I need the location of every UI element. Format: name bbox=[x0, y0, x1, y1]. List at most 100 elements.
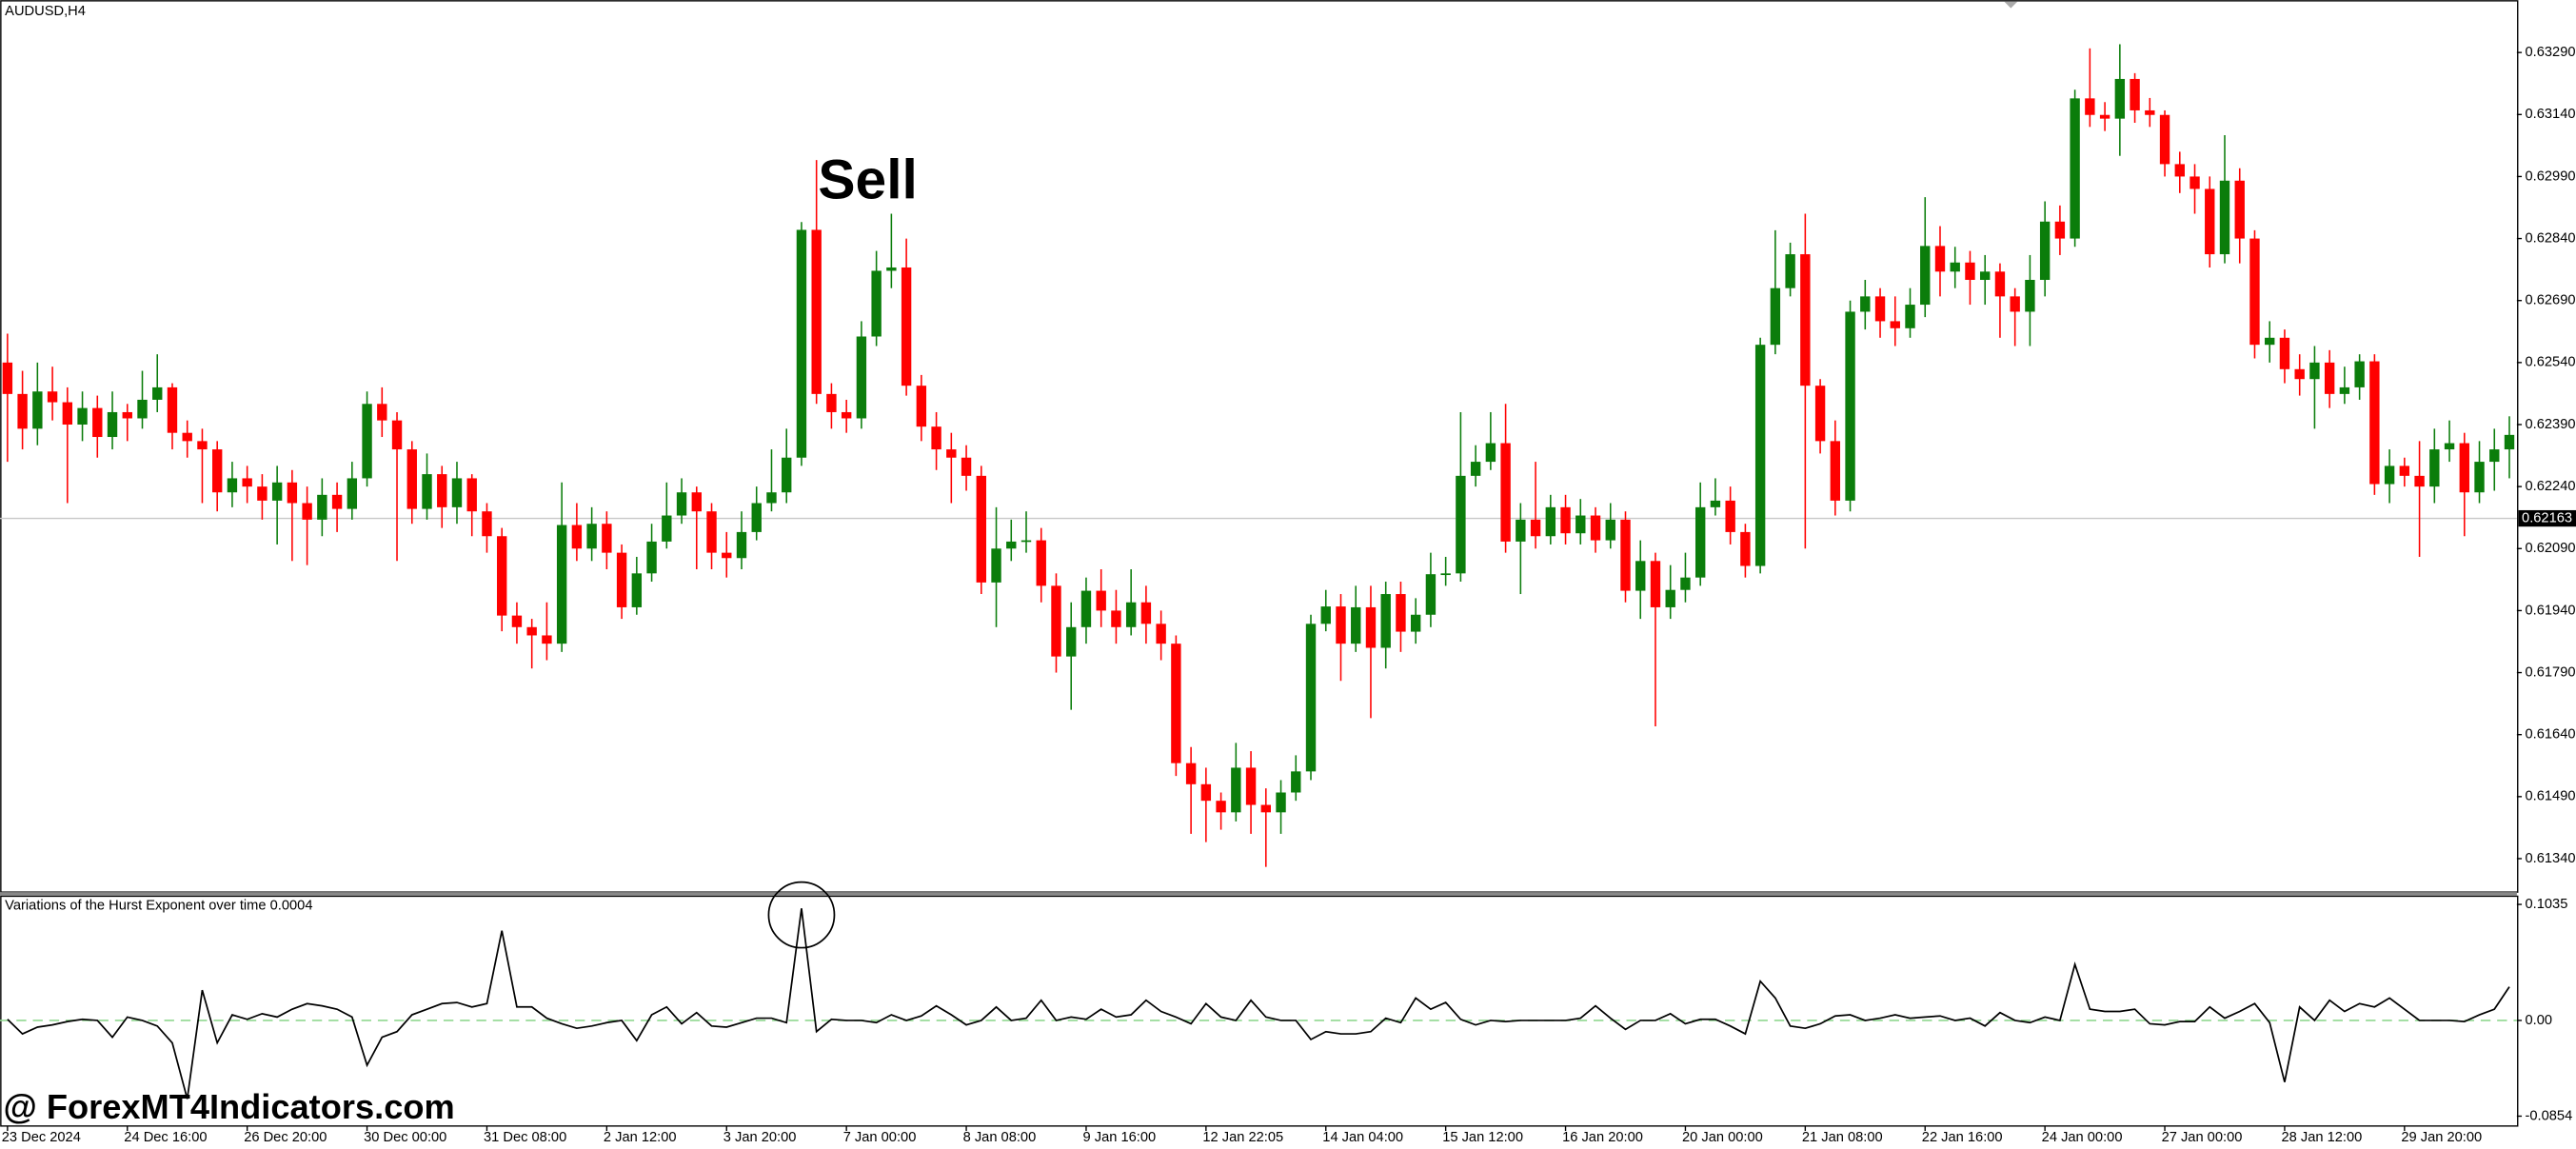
candle-body bbox=[631, 573, 643, 607]
candle-body bbox=[826, 393, 837, 412]
candle-body bbox=[77, 407, 88, 425]
y-tick-label: 0.63290 bbox=[2526, 45, 2576, 60]
candle-body bbox=[1470, 462, 1481, 476]
candle-body bbox=[1125, 602, 1137, 627]
candle-body bbox=[1680, 577, 1691, 590]
y-tick-label: -0.0854 bbox=[2526, 1108, 2573, 1123]
candle-body bbox=[17, 393, 28, 429]
candle-body bbox=[1530, 519, 1541, 537]
candle-body bbox=[497, 536, 507, 616]
candle-body bbox=[362, 404, 372, 479]
candle-body bbox=[391, 420, 403, 450]
candle-body bbox=[1754, 345, 1766, 566]
candle-body bbox=[227, 478, 238, 493]
candle-body bbox=[586, 524, 597, 549]
x-tick-label: 8 Jan 08:00 bbox=[963, 1130, 1037, 1145]
candle-body bbox=[1185, 763, 1197, 784]
candle-body bbox=[377, 404, 387, 421]
candle-body bbox=[1710, 500, 1721, 507]
x-tick-label: 30 Dec 00:00 bbox=[364, 1130, 446, 1145]
candle-body bbox=[1440, 573, 1451, 576]
candle-body bbox=[2099, 114, 2110, 119]
candle-body bbox=[916, 386, 927, 427]
indicator-pane-frame bbox=[0, 895, 2519, 1127]
candle-body bbox=[2190, 176, 2200, 189]
x-tick-label: 21 Jan 08:00 bbox=[1802, 1130, 1883, 1145]
y-tick-label: 0.61640 bbox=[2526, 727, 2576, 743]
shift-marker bbox=[2004, 1, 2018, 9]
candle-body bbox=[1336, 606, 1346, 644]
candle-body bbox=[2339, 386, 2350, 394]
candle-body bbox=[1830, 441, 1841, 501]
candle-body bbox=[782, 457, 792, 493]
watermark: @ ForexMT4Indicators.com bbox=[3, 1087, 454, 1126]
candle-body bbox=[1410, 614, 1421, 632]
candle-body bbox=[1305, 624, 1317, 772]
candle-body bbox=[2489, 449, 2500, 463]
candle-body bbox=[1216, 801, 1226, 813]
y-tick-label: 0.62540 bbox=[2526, 355, 2576, 370]
candle-body bbox=[47, 391, 58, 403]
candle-body bbox=[1036, 540, 1046, 586]
x-tick-label: 9 Jan 16:00 bbox=[1083, 1130, 1157, 1145]
candle-body bbox=[856, 336, 867, 419]
candle-body bbox=[2219, 180, 2230, 255]
candle-body bbox=[1516, 519, 1526, 542]
candle-body bbox=[1020, 540, 1032, 543]
candle-body bbox=[2085, 98, 2095, 115]
sell-annotation: Sell bbox=[818, 149, 917, 211]
y-tick-label: 0.61940 bbox=[2526, 603, 2576, 618]
candle-body bbox=[2025, 280, 2035, 312]
candle-body bbox=[1950, 262, 1960, 272]
candle-body bbox=[976, 475, 986, 583]
candle-body bbox=[1905, 305, 1915, 328]
candle-body bbox=[2474, 462, 2485, 493]
candle-body bbox=[1934, 246, 1946, 272]
candle-body bbox=[2174, 164, 2185, 177]
candle-body bbox=[271, 482, 283, 501]
candle-body bbox=[1635, 561, 1646, 591]
y-tick-label: 0.61340 bbox=[2526, 851, 2576, 866]
candle-body bbox=[1814, 386, 1826, 442]
candle-body bbox=[1066, 626, 1077, 657]
x-tick-label: 12 Jan 22:05 bbox=[1202, 1130, 1283, 1145]
candle-body bbox=[616, 552, 627, 607]
candle-body bbox=[1980, 271, 1991, 281]
candle-body bbox=[482, 511, 492, 537]
candle-body bbox=[1560, 506, 1571, 534]
candle-body bbox=[1590, 515, 1601, 541]
candle-body bbox=[1200, 783, 1212, 802]
candle-body bbox=[2504, 434, 2515, 450]
candle-body bbox=[1725, 500, 1735, 532]
candle-body bbox=[2070, 98, 2080, 239]
candle-body bbox=[2444, 443, 2455, 450]
candle-body bbox=[2054, 221, 2066, 239]
x-tick-label: 16 Jan 20:00 bbox=[1562, 1130, 1643, 1145]
indicator-line bbox=[7, 908, 2510, 1099]
candle-body bbox=[2145, 109, 2155, 115]
candle-body bbox=[1080, 590, 1092, 627]
candle-body bbox=[1260, 804, 1271, 813]
candle-body bbox=[2294, 368, 2305, 380]
candle-body bbox=[2130, 78, 2140, 110]
candle-body bbox=[1890, 321, 1900, 328]
candle-body bbox=[422, 474, 432, 509]
candle-body bbox=[211, 449, 223, 493]
y-tick-label: 0.1035 bbox=[2526, 897, 2568, 912]
candle-body bbox=[62, 402, 73, 425]
candle-body bbox=[1845, 311, 1855, 501]
candle-body bbox=[1111, 610, 1121, 627]
candle-body bbox=[1545, 506, 1556, 537]
candle-body bbox=[931, 426, 941, 450]
candle-body bbox=[602, 524, 612, 553]
x-tick-label: 24 Dec 16:00 bbox=[124, 1130, 207, 1145]
candle-body bbox=[1694, 506, 1706, 578]
candle-body bbox=[317, 494, 327, 520]
candle-body bbox=[556, 525, 567, 644]
candle-body bbox=[197, 441, 208, 450]
candle-body bbox=[1485, 443, 1496, 463]
candle-body bbox=[1800, 254, 1811, 386]
highlight-circle bbox=[767, 881, 836, 949]
symbol-title: AUDUSD,H4 bbox=[5, 4, 86, 19]
